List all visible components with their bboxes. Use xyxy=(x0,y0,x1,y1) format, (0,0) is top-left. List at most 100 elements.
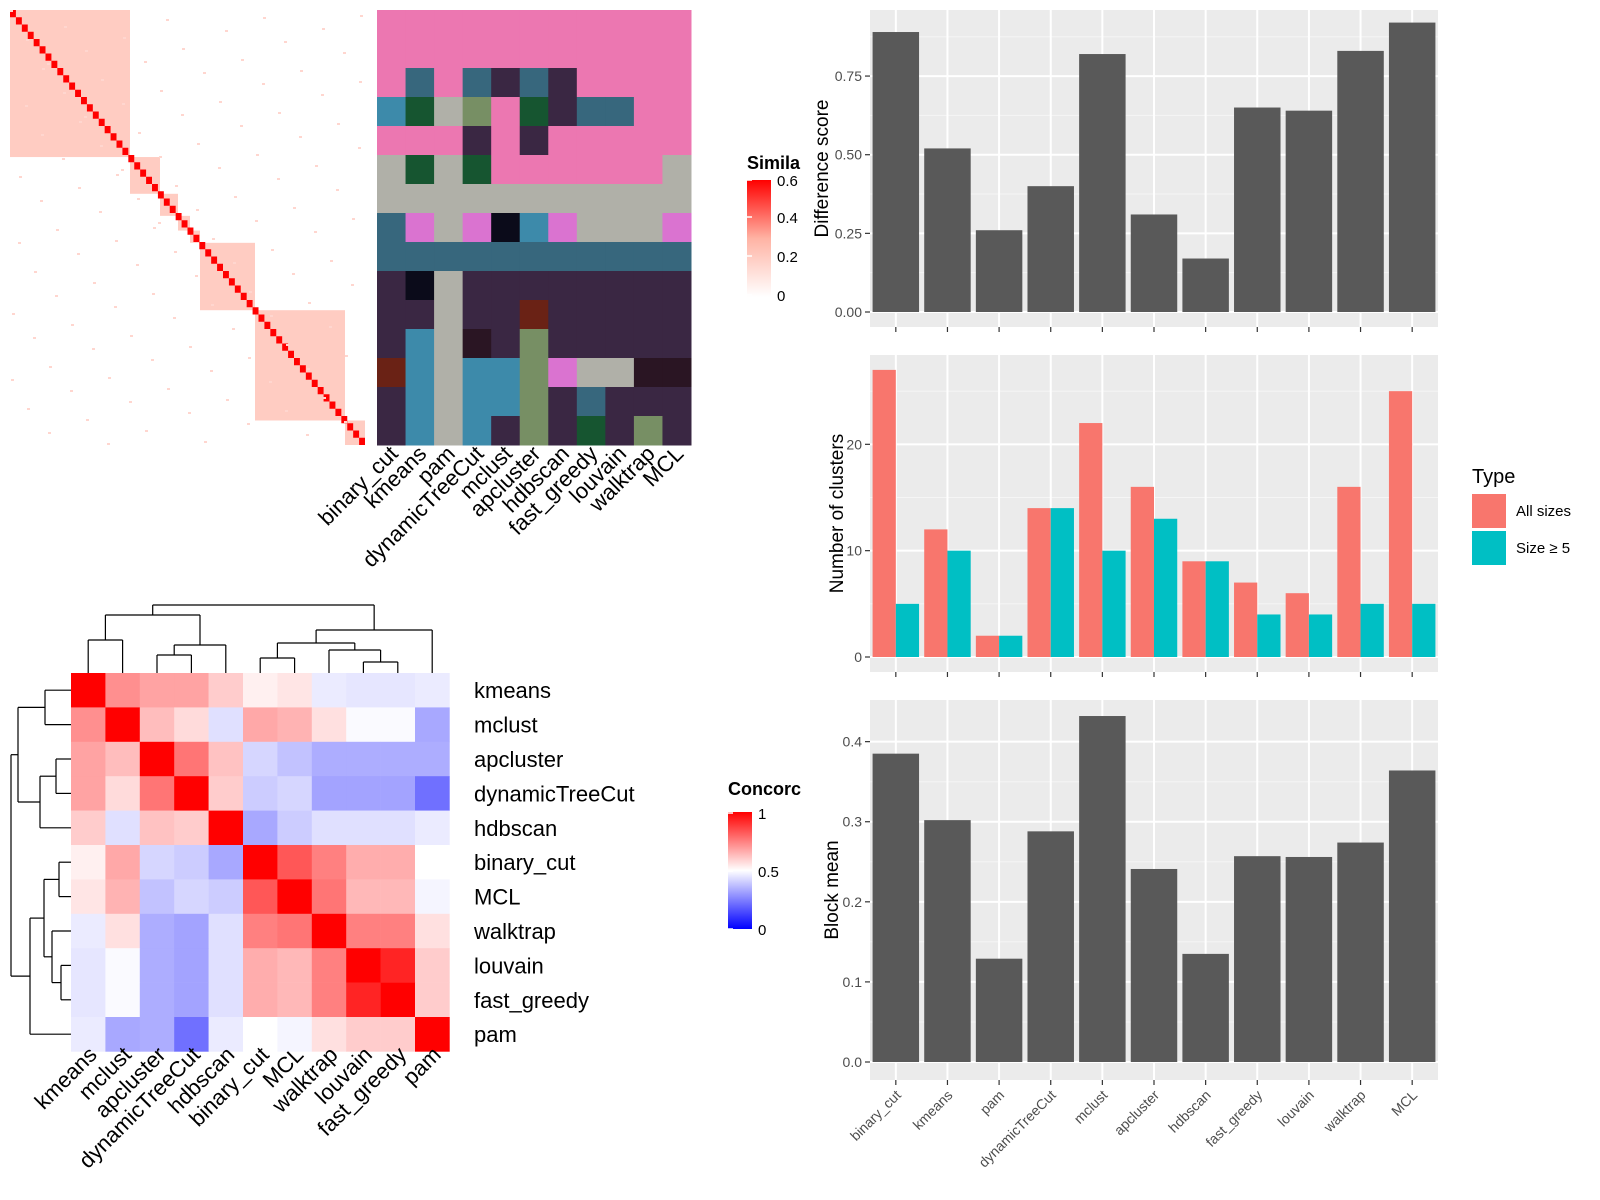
concordance-legend-tick: 0 xyxy=(758,922,766,939)
membership-cell xyxy=(519,387,549,417)
concordance-cell xyxy=(208,741,244,777)
membership-cell xyxy=(462,329,492,359)
similarity-texture-cell xyxy=(41,134,44,136)
similarity-texture-cell xyxy=(277,178,280,180)
membership-cell xyxy=(405,10,435,40)
similarity-texture-cell xyxy=(182,48,185,50)
membership-cell xyxy=(377,387,407,417)
membership-cell xyxy=(548,213,578,243)
membership-cell xyxy=(434,213,464,243)
membership-cell xyxy=(576,416,606,446)
membership-cell xyxy=(605,155,635,185)
y-tick-label: 0.1 xyxy=(843,974,863,990)
y-tick-label: 0.4 xyxy=(843,734,863,750)
bar xyxy=(1337,50,1384,312)
membership-cell xyxy=(605,97,635,127)
membership-cell xyxy=(548,387,578,417)
similarity-texture-cell xyxy=(351,284,354,286)
similarity-diagonal-cell xyxy=(140,169,147,177)
concordance-cell xyxy=(346,948,381,983)
similarity-texture-cell xyxy=(160,90,163,92)
membership-cell xyxy=(548,329,578,359)
similarity-texture-cell xyxy=(63,92,66,94)
similarity-diagonal-cell xyxy=(341,416,348,424)
membership-cell xyxy=(519,68,549,98)
concordance-cell xyxy=(105,845,141,880)
membership-cell xyxy=(633,97,663,127)
bar xyxy=(1079,54,1126,313)
similarity-texture-cell xyxy=(85,50,88,52)
membership-cell xyxy=(633,358,663,388)
membership-cell xyxy=(605,387,635,417)
concordance-cell xyxy=(277,673,313,708)
similarity-texture-cell xyxy=(70,390,73,392)
concordance-cell xyxy=(277,845,313,880)
similarity-texture-cell xyxy=(25,105,28,107)
membership-cell xyxy=(377,126,407,156)
membership-cell xyxy=(548,126,578,156)
membership-cell xyxy=(491,416,521,446)
similarity-texture-cell xyxy=(322,28,325,30)
similarity-texture-cell xyxy=(337,123,340,125)
concordance-cell xyxy=(105,1017,141,1052)
bar-0 xyxy=(1337,486,1361,657)
bar-0 xyxy=(975,635,1000,657)
similarity-texture-cell xyxy=(262,83,265,85)
x-tick-label: kmeans xyxy=(910,1087,956,1133)
concordance-cell xyxy=(415,913,450,949)
similarity-texture-cell xyxy=(18,242,21,244)
concordance-cell xyxy=(243,1017,278,1052)
concordance-row-label: MCL xyxy=(474,885,520,910)
similarity-diagonal-cell xyxy=(69,82,76,90)
similarity-texture-cell xyxy=(197,143,200,145)
legend-label-size-5: Size ≥ 5 xyxy=(1516,540,1570,557)
membership-cell xyxy=(662,97,692,127)
membership-cell xyxy=(548,271,578,301)
similarity-texture-cell xyxy=(55,295,58,297)
similarity-diagonal-cell xyxy=(157,191,164,199)
concordance-cell xyxy=(208,673,244,708)
concordance-cell xyxy=(243,776,278,811)
membership-cell xyxy=(462,39,492,69)
bar-0 xyxy=(872,369,896,657)
membership-cell xyxy=(462,416,492,446)
concordance-cell xyxy=(415,982,450,1018)
membership-cell xyxy=(633,242,663,272)
similarity-texture-cell xyxy=(78,187,81,189)
concordance-cell xyxy=(105,982,141,1018)
bar-0 xyxy=(1285,593,1309,657)
membership-cell xyxy=(405,358,435,388)
similarity-texture-cell xyxy=(99,211,102,213)
y-tick-label: 0.75 xyxy=(835,68,862,84)
concordance-cell xyxy=(208,810,244,846)
concordance-cell xyxy=(174,707,209,743)
membership-cell xyxy=(548,184,578,214)
similarity-texture-cell xyxy=(271,249,274,251)
concordance-cell xyxy=(105,673,141,708)
membership-cell xyxy=(633,68,663,98)
membership-cell xyxy=(662,126,692,156)
membership-cell xyxy=(434,242,464,272)
membership-cell xyxy=(491,387,521,417)
concordance-cell xyxy=(346,741,381,777)
membership-cell xyxy=(576,271,606,301)
concordance-row-label: hdbscan xyxy=(474,816,557,841)
concordance-cell xyxy=(311,707,347,743)
similarity-diagonal-cell xyxy=(211,256,218,264)
similarity-texture-cell xyxy=(359,81,362,83)
concordance-cell xyxy=(346,1017,381,1052)
similarity-texture-cell xyxy=(47,63,50,65)
concordance-column-labels: kmeansmclustapclusterdynamicTreeCuthdbsc… xyxy=(30,1042,446,1173)
bar xyxy=(975,958,1023,1062)
membership-cell xyxy=(462,358,492,388)
similarity-texture-cell xyxy=(114,306,117,308)
bar xyxy=(1388,770,1436,1062)
similarity-diagonal-cell xyxy=(311,379,318,387)
concordance-cell xyxy=(71,741,106,777)
membership-cell xyxy=(405,184,435,214)
bar xyxy=(1388,22,1436,312)
membership-cell xyxy=(576,155,606,185)
membership-cell xyxy=(519,300,549,330)
similarity-texture-cell xyxy=(256,154,259,156)
